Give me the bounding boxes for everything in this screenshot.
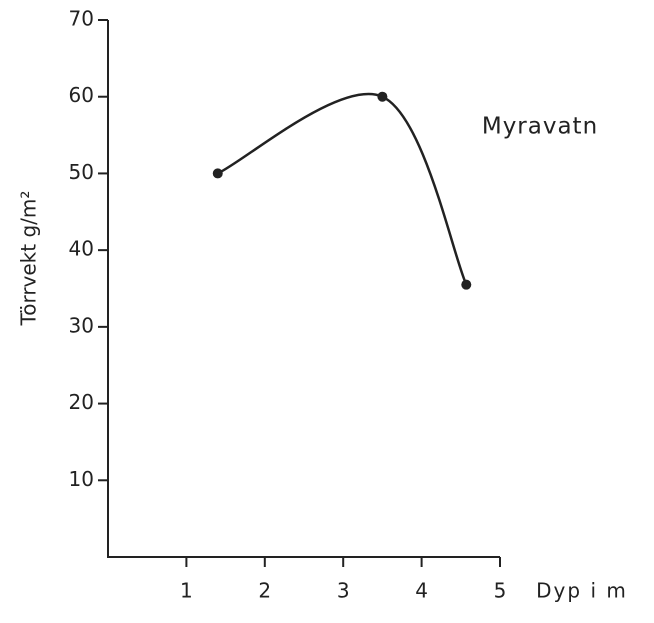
y-axis-label: Törrvekt g/m² <box>17 191 41 327</box>
y-tick-label: 60 <box>69 83 94 107</box>
data-point <box>212 168 223 179</box>
x-tick-label: 3 <box>337 579 350 603</box>
x-tick-label: 1 <box>180 579 193 603</box>
y-tick-label: 70 <box>69 7 94 31</box>
y-tick-label: 30 <box>69 313 94 337</box>
x-tick-label: 5 <box>494 579 507 603</box>
axes <box>107 20 500 558</box>
annotation: Myravatn <box>482 114 598 140</box>
x-tick-label: 4 <box>415 579 428 603</box>
y-tick-label: 20 <box>69 390 94 414</box>
data-line <box>217 93 468 286</box>
x-tick-label: 2 <box>258 579 271 603</box>
y-tick-label: 50 <box>69 160 94 184</box>
data-point <box>377 91 388 102</box>
data-point <box>461 279 472 290</box>
x-axis-label: Dyp i m <box>536 579 628 603</box>
y-tick-label: 40 <box>69 237 94 261</box>
y-tick-label: 10 <box>69 467 94 491</box>
